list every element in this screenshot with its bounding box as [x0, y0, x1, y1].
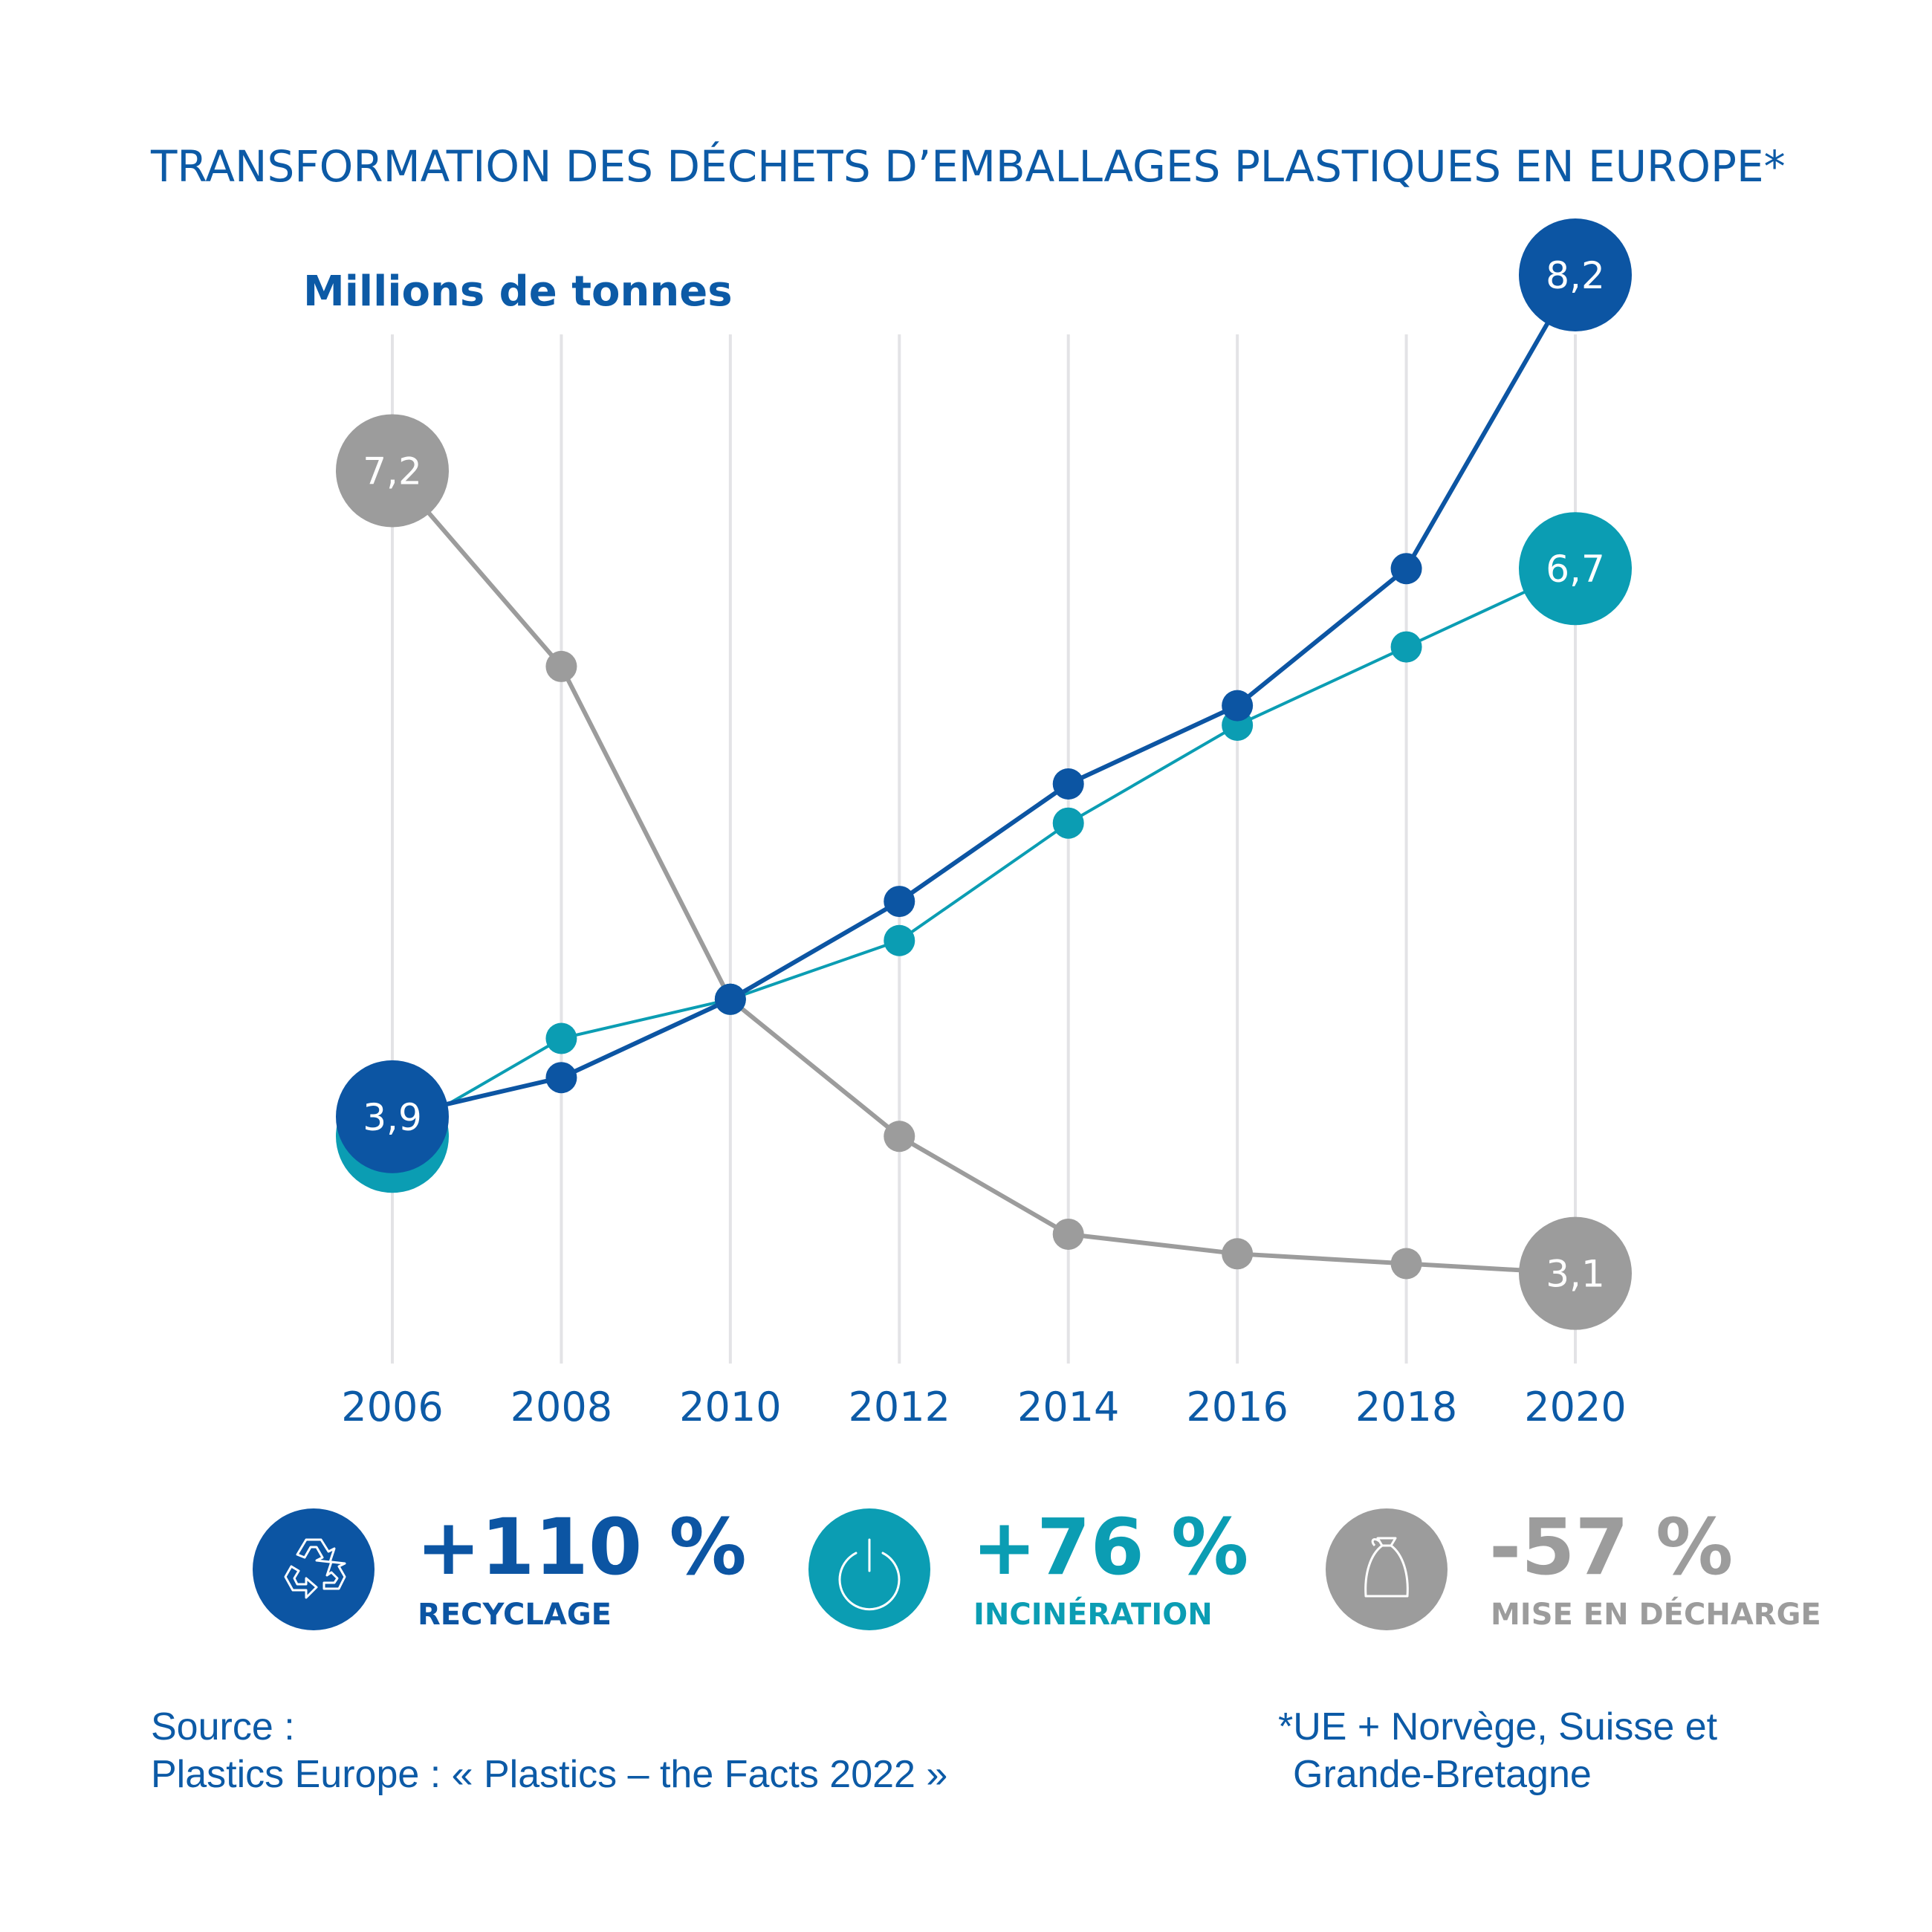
- end-value-marker: [336, 414, 449, 528]
- end-value-label: 6,7: [1546, 548, 1605, 591]
- x-tick-label: 2020: [1524, 1384, 1626, 1430]
- end-value-label: 3,1: [1546, 1253, 1605, 1296]
- data-point: [1222, 690, 1254, 722]
- footnote: *UE + Norvège, Suisse et Grande-Bretagne: [1278, 1703, 1717, 1798]
- data-point: [1052, 768, 1084, 800]
- footnote-line-2: Grande-Bretagne: [1293, 1753, 1592, 1796]
- data-point: [1390, 631, 1422, 663]
- end-value-label: 8,2: [1546, 254, 1605, 297]
- x-tick-label: 2014: [1017, 1384, 1119, 1430]
- data-point: [884, 886, 915, 918]
- x-tick-label: 2012: [849, 1384, 950, 1430]
- stat-value: -57 %: [1489, 1502, 1734, 1592]
- page-title: TRANSFORMATION DES DÉCHETS D’EMBALLAGES …: [151, 141, 1786, 192]
- end-value-marker: [336, 1060, 449, 1173]
- data-point: [545, 650, 577, 682]
- data-point: [1222, 1238, 1254, 1270]
- x-tick-label: 2010: [679, 1384, 781, 1430]
- footnote-line-1: *UE + Norvège, Suisse et: [1278, 1705, 1718, 1748]
- data-point: [884, 924, 915, 956]
- end-value-marker: [1519, 1216, 1632, 1330]
- power-icon: [808, 1508, 930, 1630]
- end-value-marker: [1519, 218, 1632, 331]
- stat-value: +110 %: [416, 1502, 747, 1592]
- x-tick-label: 2016: [1186, 1384, 1288, 1430]
- series-line: [391, 567, 1576, 1138]
- y-axis-label: Millions de tonnes: [303, 268, 733, 316]
- source-line-1: Source :: [151, 1705, 295, 1748]
- data-point: [1052, 1218, 1084, 1250]
- data-point: [884, 1121, 915, 1153]
- source-note: Source : Plastics Europe : « Plastics – …: [151, 1703, 947, 1798]
- source-line-2: Plastics Europe : « Plastics – the Facts…: [151, 1753, 948, 1796]
- garbage-bag-icon: [1326, 1508, 1448, 1630]
- end-value-marker: [1519, 512, 1632, 626]
- end-value-label: 3,9: [363, 1096, 422, 1139]
- data-point: [714, 983, 746, 1015]
- stat-label: MISE EN DÉCHARGE: [1491, 1598, 1821, 1632]
- data-point: [1390, 1248, 1422, 1280]
- x-tick-label: 2018: [1355, 1384, 1457, 1430]
- stat-label: INCINÉRATION: [973, 1598, 1213, 1632]
- x-tick-label: 2008: [510, 1384, 612, 1430]
- end-value-label: 7,2: [363, 450, 422, 493]
- stat-label: RECYCLAGE: [418, 1598, 612, 1632]
- recycle-icon: [253, 1508, 375, 1630]
- data-point: [545, 1062, 577, 1094]
- data-point: [1390, 553, 1422, 585]
- stat-value: +76 %: [972, 1502, 1249, 1592]
- series-line: [392, 273, 1578, 1119]
- data-point: [545, 1022, 577, 1054]
- line-chart: 7,23,13,86,73,98,2 200620082010201220142…: [336, 218, 1632, 1430]
- series-line: [390, 469, 1576, 1276]
- x-tick-label: 2006: [341, 1384, 443, 1430]
- data-point: [1052, 807, 1084, 839]
